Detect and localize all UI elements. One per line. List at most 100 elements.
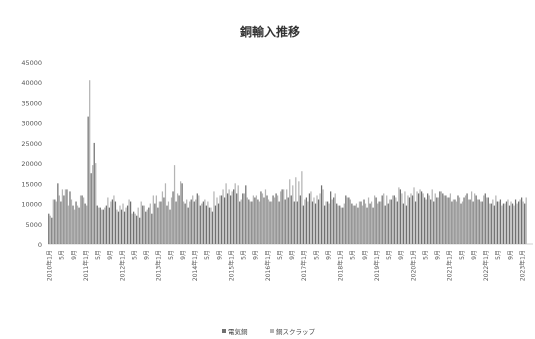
bar [278,201,280,244]
bar [514,199,517,244]
bar [361,205,364,244]
bar [267,199,270,244]
bar [522,201,524,244]
bar [277,195,279,244]
bar [498,201,500,244]
bar [96,205,98,244]
bar [79,195,82,244]
bar [381,195,383,244]
bar [63,195,65,244]
bar-series-1 [48,116,526,244]
bar [328,203,330,244]
bar [128,199,130,244]
bar [196,193,198,244]
bar [420,191,423,244]
x-tick-label: 9月 [325,250,332,260]
y-tick-label: 20000 [21,160,42,168]
bar [307,201,309,244]
bar [449,193,452,244]
bar [204,199,206,244]
bar [111,199,114,244]
bar [299,195,301,244]
bar [336,203,338,244]
bar [126,205,129,244]
bar [269,201,271,244]
y-tick-label: 10000 [21,201,42,209]
chart-title: 銅輸入推移 [239,24,300,39]
bar [474,193,476,244]
bar [463,197,465,244]
bar [86,205,88,244]
bar [364,203,367,244]
bar [252,195,254,244]
bar [519,199,521,244]
bar [205,205,207,244]
bar [286,189,288,244]
x-tick-label: 5月 [168,250,175,260]
bar [101,209,103,244]
bar [72,205,74,244]
bar [166,205,168,244]
bar [134,213,136,244]
bar [129,201,132,244]
bar [228,189,230,244]
bar [151,213,153,244]
bar [216,197,218,244]
bar [404,191,406,244]
bar [55,201,57,244]
bar [102,209,104,244]
bar [148,207,150,244]
bar [226,193,229,244]
bar [425,199,427,244]
x-tick-label: 2011年1月 [82,250,90,281]
bar [125,207,127,244]
bar [521,197,523,244]
bar [369,203,371,244]
bar [349,199,351,244]
bar [413,187,415,244]
bar [343,203,345,244]
bar [339,205,341,244]
bar [427,193,429,244]
bar [287,197,289,244]
bar [405,205,408,244]
x-tick-label: 9月 [398,250,405,260]
x-tick-label: 9月 [144,250,151,260]
bar [142,205,144,244]
bar [116,209,118,244]
bar [374,195,376,244]
bar [113,195,115,244]
bar [99,207,101,244]
bar [225,183,227,244]
bar [325,201,327,244]
bar [280,191,282,244]
bar [260,191,262,244]
bar [249,201,251,244]
bar [452,199,455,244]
bar [434,193,436,244]
bar [525,197,527,244]
bar [443,195,445,244]
x-tick-label: 2021年1月 [446,250,454,281]
x-tick-label: 5月 [386,250,393,260]
bar [510,201,512,244]
bar [184,203,186,244]
y-tick-label: 5000 [25,221,42,229]
bar [178,195,180,244]
bar [161,191,164,244]
bar [377,203,379,244]
bar [455,201,458,244]
bar [398,187,400,244]
bar [198,195,200,244]
bar [505,201,508,244]
bar [284,199,286,244]
bar [186,199,188,244]
legend-swatch [222,329,226,333]
bar [207,201,209,244]
bar [411,195,414,244]
bar [390,199,392,244]
bar [345,195,347,244]
bar [378,201,380,244]
bar [357,207,359,244]
